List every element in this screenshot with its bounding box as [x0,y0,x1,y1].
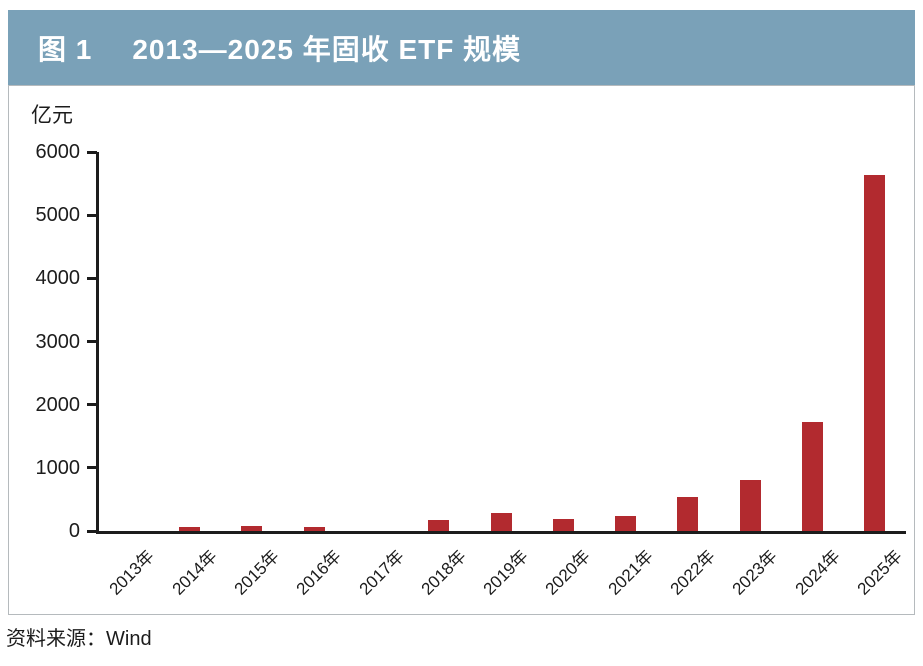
y-tick-label-6000: 6000 [35,141,81,163]
y-tick-mark-1000 [87,466,97,470]
x-tick-label-2023年: 2023年 [729,546,782,599]
y-axis-line [96,152,99,531]
x-tick-label-2014年: 2014年 [168,546,221,599]
y-tick-label-5000: 5000 [35,204,81,227]
bar-2019年 [490,512,512,531]
x-tick-label-2015年: 2015年 [230,546,283,599]
y-tick-label-4000: 4000 [35,267,81,290]
x-tick-label-2018年: 2018年 [417,546,470,599]
bar-2016年 [303,526,325,531]
bar-2024年 [802,422,824,531]
y-axis-unit-label: 亿元 [31,104,73,127]
y-tick-label-1000: 1000 [35,456,81,479]
bar-2020年 [552,519,574,531]
chart-box: 亿元 0 1000 2000 3000 4000 5000 6000 2013年 2014年 20… [8,85,915,615]
x-axis-line [96,531,906,534]
y-tick-mark-2000 [87,403,97,407]
bar-2018年 [428,520,450,531]
bar-2015年 [241,526,263,531]
y-tick-label-0: 0 [68,520,80,542]
plot-area: 0 1000 2000 3000 4000 5000 6000 2013年 2014年 2015年… [36,142,906,599]
bar-2014年 [178,526,200,531]
x-tick-label-2016年: 2016年 [292,546,346,599]
x-tick-label-2022年: 2022年 [666,546,719,599]
y-tick-label-3000: 3000 [35,330,81,353]
bar-2025年 [864,175,886,531]
x-tick-label-2021年: 2021年 [604,546,657,599]
x-tick-label-2025年: 2025年 [853,546,906,599]
source-note: 资料来源：Wind [6,628,152,650]
y-tick-mark-3000 [87,340,97,343]
bar-2021年 [615,515,637,531]
figure-title-bar: 图 1 2013—2025 年固收 ETF 规模 [8,10,915,85]
y-tick-mark-5000 [87,213,97,217]
x-tick-label-2024年: 2024年 [791,546,844,599]
y-tick-label-2000: 2000 [35,393,81,416]
y-tick-mark-6000 [87,150,97,154]
x-tick-label-2020年: 2020年 [542,546,595,599]
bar-2023年 [739,480,761,531]
figure-title: 2013—2025 年固收 ETF 规模 [132,33,522,65]
x-tick-label-2017年: 2017年 [355,546,408,599]
y-tick-mark-4000 [87,276,97,280]
x-tick-label-2019年: 2019年 [479,546,532,599]
figure-label: 图 1 [38,33,93,65]
y-tick-mark-0 [87,529,97,533]
bar-2022年 [677,496,699,531]
x-tick-label-2013年: 2013年 [105,546,159,599]
